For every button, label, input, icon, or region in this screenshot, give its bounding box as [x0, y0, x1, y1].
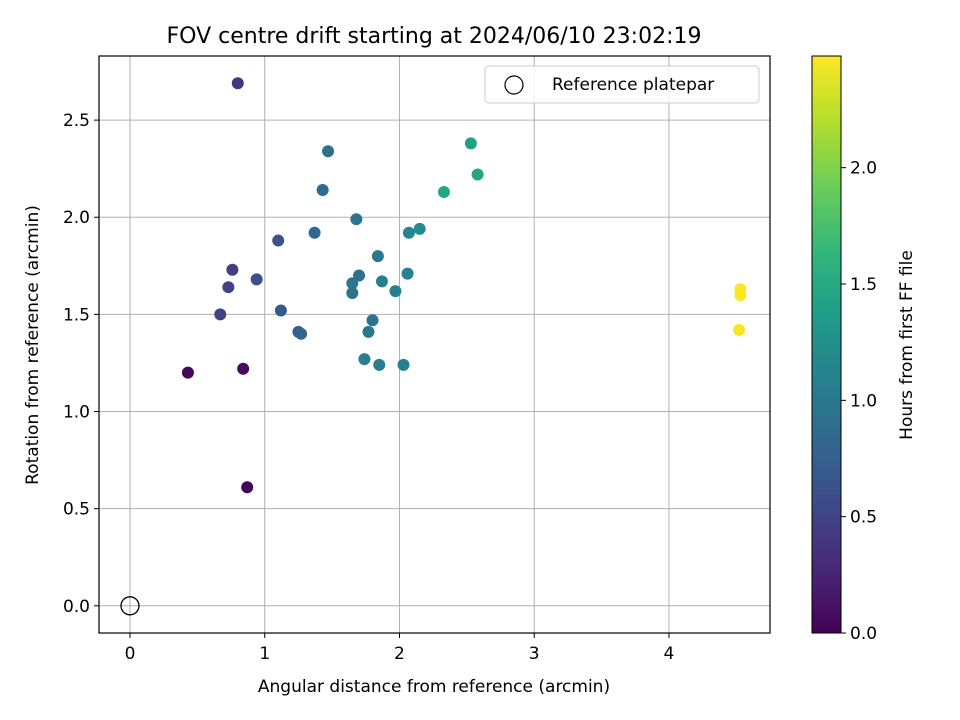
y-tick-label: 2.5: [63, 111, 90, 131]
data-point: [373, 358, 386, 371]
colorbar-tick-label: 1.0: [850, 391, 877, 411]
x-tick-label: 2: [394, 644, 405, 664]
y-tick-label: 2.0: [63, 208, 90, 228]
colorbar-tick-label: 0.0: [850, 624, 877, 644]
data-point: [322, 145, 335, 158]
data-point: [231, 77, 244, 90]
legend-box: [484, 65, 760, 104]
data-point: [366, 314, 379, 327]
data-points: [120, 77, 747, 616]
data-point: [274, 304, 287, 317]
legend-marker-reference: [504, 75, 524, 95]
colorbar-label: Hours from first FF file: [897, 250, 917, 440]
data-point: [402, 226, 415, 239]
y-tick-label: 0.5: [63, 500, 90, 520]
data-point: [346, 277, 359, 290]
data-point: [358, 353, 371, 366]
data-point: [371, 250, 384, 263]
x-tick-label: 4: [664, 644, 675, 664]
grid: [99, 56, 770, 633]
y-tick-label: 0.0: [63, 597, 90, 617]
data-point: [733, 323, 746, 336]
data-point: [471, 168, 484, 181]
legend-entry-reference: Reference platepar: [552, 75, 714, 95]
colorbar-tick-label: 2.0: [850, 159, 877, 179]
x-tick-label: 1: [259, 644, 270, 664]
x-axis-label: Angular distance from reference (arcmin): [258, 677, 610, 697]
y-tick-label: 1.0: [63, 403, 90, 423]
data-point: [237, 362, 250, 375]
colorbar-ticks: 0.0 0.5 1.0 1.5 2.0: [841, 159, 877, 644]
x-tick-label: 3: [529, 644, 540, 664]
data-point: [250, 273, 263, 286]
data-point: [181, 366, 194, 379]
colorbar-tick-label: 1.5: [850, 275, 877, 295]
reference-platepar-marker: [120, 596, 140, 616]
data-point: [389, 285, 402, 298]
data-point: [734, 288, 747, 301]
data-point: [226, 263, 239, 276]
y-axis-label: Rotation from reference (arcmin): [23, 205, 43, 485]
data-point: [375, 275, 388, 288]
plot-frame: [98, 55, 771, 634]
y-axis-ticks: 0.0 0.5 1.0 1.5 2.0 2.5: [63, 111, 99, 617]
data-point: [272, 234, 285, 247]
x-tick-label: 0: [125, 644, 136, 664]
data-point: [413, 222, 426, 235]
data-point: [241, 481, 254, 494]
data-point: [397, 358, 410, 371]
y-tick-label: 1.5: [63, 305, 90, 325]
data-point: [222, 281, 235, 294]
data-point: [350, 213, 363, 226]
data-point: [464, 137, 477, 150]
data-point: [401, 267, 414, 280]
colorbar-tick-label: 0.5: [850, 508, 877, 528]
data-point: [437, 185, 450, 198]
legend: Reference platepar: [484, 65, 760, 104]
colorbar-gradient: [811, 55, 842, 634]
data-point: [362, 325, 375, 338]
data-point: [346, 287, 359, 300]
data-point: [316, 184, 329, 197]
data-point: [295, 327, 308, 340]
colorbar: 0.0 0.5 1.0 1.5 2.0 Hours from first FF file: [811, 55, 917, 644]
chart-title: FOV centre drift starting at 2024/06/10 …: [167, 24, 702, 49]
data-point: [353, 269, 366, 282]
data-point: [308, 226, 321, 239]
x-axis-ticks: 0 1 2 3 4: [125, 633, 675, 664]
data-point: [214, 308, 227, 321]
